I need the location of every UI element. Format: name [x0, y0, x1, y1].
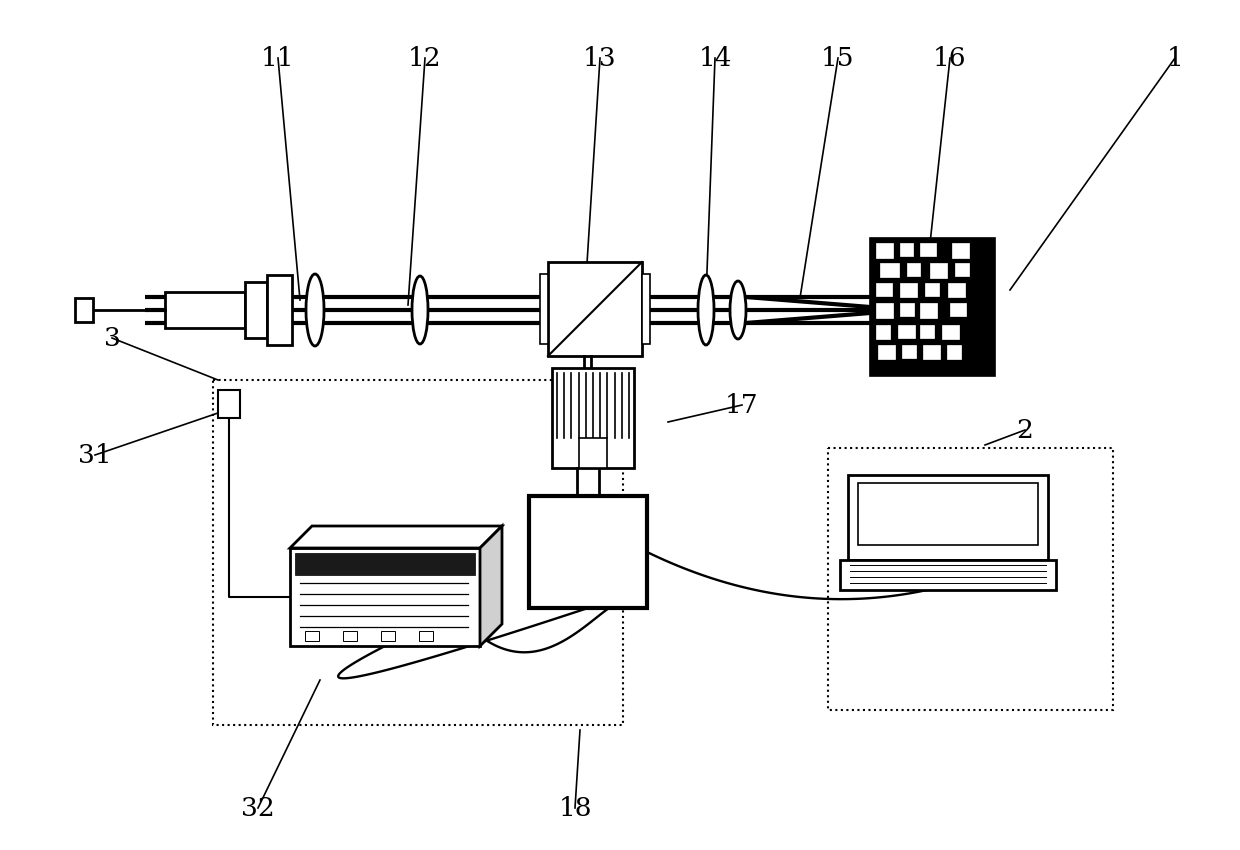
Bar [419, 631, 433, 641]
Bar [848, 475, 1048, 560]
Text: 1: 1 [1167, 46, 1183, 71]
Bar [858, 483, 1038, 545]
Bar [305, 631, 319, 641]
Bar [900, 283, 918, 297]
Bar [870, 238, 994, 376]
Text: 17: 17 [725, 393, 759, 417]
Bar [539, 274, 548, 344]
Bar [290, 548, 480, 646]
Bar [267, 275, 291, 345]
Bar [925, 283, 939, 296]
Bar [548, 262, 642, 356]
Text: 18: 18 [558, 796, 591, 820]
Ellipse shape [306, 274, 324, 346]
Bar [579, 438, 608, 468]
Ellipse shape [730, 281, 746, 339]
Bar [577, 468, 599, 496]
Bar [950, 303, 966, 316]
Text: 11: 11 [262, 46, 295, 71]
Bar [529, 496, 647, 608]
Bar [295, 553, 475, 575]
Text: 12: 12 [408, 46, 441, 71]
Bar [213, 380, 622, 725]
Bar [642, 274, 650, 344]
Text: 31: 31 [78, 443, 112, 468]
Bar [920, 243, 936, 256]
Bar [875, 303, 893, 318]
Bar [552, 368, 634, 468]
Bar [900, 303, 914, 316]
Bar [901, 345, 916, 358]
Bar [920, 325, 934, 338]
Bar [828, 448, 1114, 710]
Bar [880, 263, 899, 277]
Bar [949, 283, 965, 297]
Text: 16: 16 [934, 46, 967, 71]
Bar [878, 345, 895, 359]
Bar [218, 390, 241, 418]
Text: 3: 3 [104, 326, 120, 350]
Text: 13: 13 [583, 46, 616, 71]
Bar [875, 243, 893, 258]
Bar [875, 283, 892, 296]
Bar [900, 243, 913, 256]
Bar [942, 325, 959, 339]
Bar [343, 631, 357, 641]
Bar [955, 263, 968, 276]
Polygon shape [480, 526, 502, 646]
Text: 2: 2 [1017, 417, 1033, 443]
Text: 15: 15 [821, 46, 854, 71]
Bar [381, 631, 396, 641]
Ellipse shape [698, 275, 714, 345]
Bar [74, 298, 93, 322]
Text: 14: 14 [698, 46, 732, 71]
Bar [923, 345, 940, 359]
Bar [906, 263, 920, 276]
Polygon shape [290, 526, 502, 548]
Bar [947, 345, 961, 359]
Bar [246, 282, 267, 338]
Bar [875, 325, 890, 339]
Text: 32: 32 [241, 796, 275, 820]
Bar [839, 560, 1056, 590]
Bar [930, 263, 947, 278]
Bar [920, 303, 937, 318]
Ellipse shape [412, 276, 428, 344]
Bar [165, 292, 246, 328]
Bar [898, 325, 915, 338]
Bar [952, 243, 968, 258]
